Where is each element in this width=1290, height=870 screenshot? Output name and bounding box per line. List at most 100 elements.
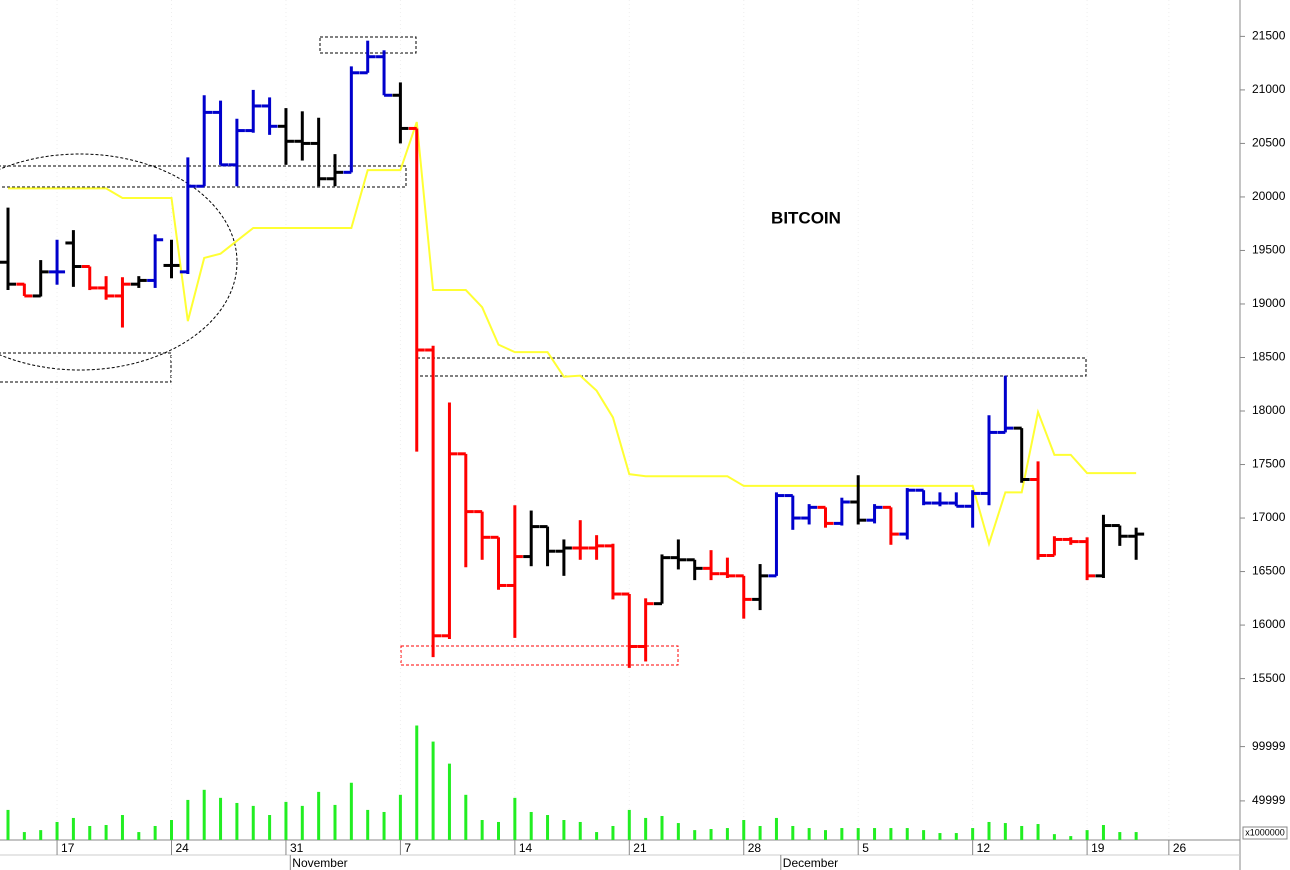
- volume-bar: [137, 832, 141, 840]
- volume-bar: [889, 828, 893, 840]
- volume-bar: [6, 809, 10, 840]
- volume-bar: [676, 823, 680, 840]
- x-tick-label: 17: [61, 841, 75, 855]
- chart-title: BITCOIN: [771, 208, 841, 227]
- volume-bar: [88, 825, 92, 840]
- month-label: November: [292, 856, 347, 870]
- volume-bar: [497, 821, 500, 840]
- x-tick-label: 26: [1173, 841, 1187, 855]
- volume-bar: [1134, 832, 1138, 840]
- unit-box: [1242, 826, 1288, 840]
- volume-bar: [431, 741, 435, 840]
- volume-bar: [480, 820, 484, 840]
- volume-bar: [791, 825, 795, 840]
- volume-bar: [1003, 823, 1007, 840]
- overlay-line: [8, 121, 1137, 548]
- x-tick-label: 31: [290, 841, 304, 855]
- volume-bar: [611, 825, 615, 840]
- volume-bar: [856, 828, 860, 840]
- volume-bar: [1101, 825, 1105, 840]
- volume-bar: [758, 825, 762, 840]
- volume-bar: [1052, 834, 1056, 840]
- volume-bar: [971, 828, 975, 840]
- volume-bar: [742, 820, 746, 840]
- y-tick-label: 20500: [1252, 136, 1286, 150]
- y-tick-label: 19500: [1252, 243, 1286, 257]
- volume-bar: [1036, 824, 1040, 840]
- volume-bar: [464, 794, 468, 840]
- volume-bar: [55, 821, 59, 840]
- volume-bar: [153, 825, 157, 840]
- y-tick-label: 15500: [1252, 671, 1286, 685]
- volume-bar: [905, 828, 909, 840]
- volume-bar: [284, 801, 288, 840]
- volume-bar: [873, 828, 877, 840]
- volume-bar: [627, 809, 631, 840]
- annotation-box: [400, 645, 679, 666]
- volume-bar: [1020, 825, 1024, 840]
- volume-bar: [251, 805, 255, 840]
- volume-bar: [987, 821, 991, 840]
- y-tick-label: 20000: [1252, 189, 1286, 203]
- volume-bar: [39, 830, 43, 840]
- volume-bar: [660, 815, 664, 840]
- volume-bar: [529, 811, 533, 840]
- y-tick-label: 16000: [1252, 617, 1286, 631]
- volume-bar: [938, 833, 942, 840]
- month-label: December: [783, 856, 838, 870]
- x-tick-label: 19: [1091, 841, 1105, 855]
- y-tick-label: 16500: [1252, 564, 1286, 578]
- annotation-box: [0, 352, 172, 383]
- volume-bar: [317, 791, 321, 840]
- volume-bar: [268, 815, 272, 840]
- volume-bar: [235, 802, 239, 840]
- volume-bar: [1118, 832, 1122, 840]
- volume-bar: [333, 804, 337, 840]
- x-tick-label: 14: [519, 841, 533, 855]
- annotation-ellipse: [0, 153, 238, 371]
- volume-bar: [71, 817, 75, 840]
- y-tick-label: 18500: [1252, 350, 1286, 364]
- volume-bar: [349, 782, 353, 840]
- volume-bar: [300, 805, 304, 840]
- y-tick-label: 21500: [1252, 29, 1286, 43]
- volume-unit-label: x1000000: [1245, 827, 1285, 837]
- x-tick-label: 5: [862, 841, 869, 855]
- y-tick-label: 17500: [1252, 457, 1286, 471]
- volume-bar: [546, 815, 550, 840]
- volume-bar: [513, 797, 517, 840]
- y-tick-label: 19000: [1252, 296, 1286, 310]
- y-tick-label: 17000: [1252, 510, 1286, 524]
- volume-bar: [709, 829, 713, 840]
- volume-bar: [725, 828, 729, 840]
- volume-bar: [824, 830, 827, 840]
- volume-bar: [922, 830, 926, 840]
- volume-bar: [120, 815, 124, 840]
- y-tick-label: 18000: [1252, 403, 1286, 417]
- volume-bar: [398, 794, 402, 840]
- volume-bar: [644, 817, 648, 840]
- volume-bar: [366, 809, 370, 840]
- volume-bar: [1069, 836, 1073, 840]
- volume-y-tick-label: 49999: [1252, 793, 1286, 807]
- volume-bar: [954, 833, 958, 840]
- volume-bar: [693, 830, 697, 840]
- volume-bar: [202, 789, 206, 840]
- volume-bar: [104, 825, 108, 840]
- x-tick-label: 28: [748, 841, 762, 855]
- volume-bar: [807, 828, 811, 840]
- volume-bar: [186, 799, 190, 840]
- volume-bar: [840, 828, 844, 840]
- y-tick-label: 21000: [1252, 82, 1286, 96]
- x-tick-label: 12: [977, 841, 991, 855]
- volume-bar: [447, 763, 451, 840]
- x-tick-label: 24: [176, 841, 190, 855]
- x-tick-label: 21: [633, 841, 647, 855]
- volume-y-tick-label: 99999: [1252, 739, 1286, 753]
- volume-bar: [415, 725, 419, 840]
- volume-bar: [1085, 830, 1089, 840]
- volume-bar: [595, 832, 599, 840]
- volume-bar: [382, 811, 386, 840]
